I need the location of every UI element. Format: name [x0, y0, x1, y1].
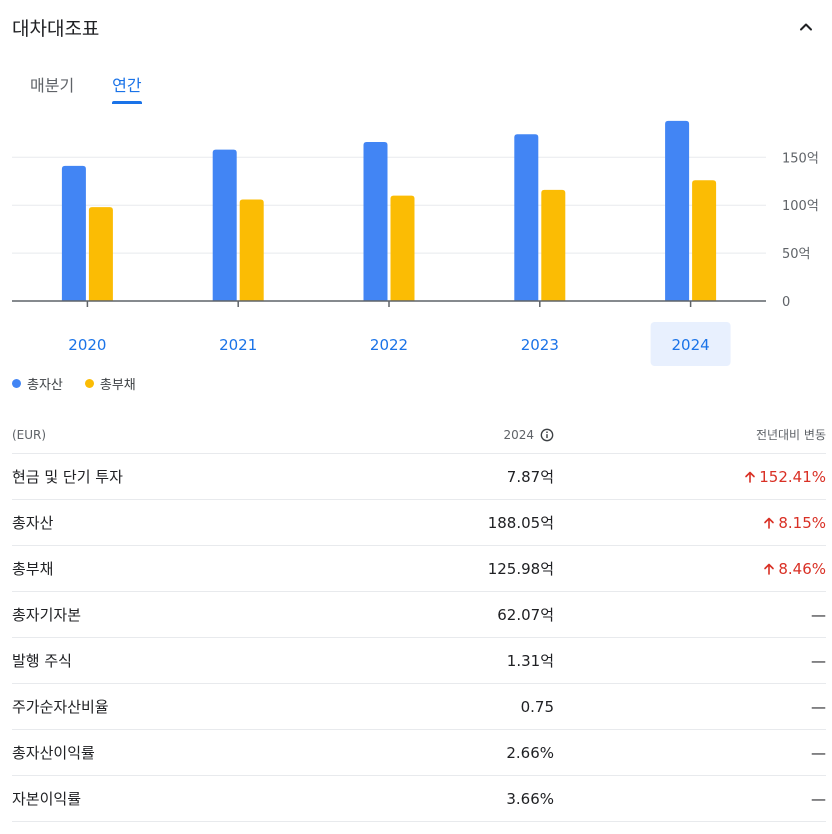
row-label: 총자산이익률	[12, 744, 95, 762]
row-change: —	[554, 652, 826, 670]
currency-header: (EUR)	[12, 427, 47, 442]
change-header: 전년대비 변동	[755, 428, 826, 442]
x-tick-label-2021[interactable]: 2021	[219, 336, 257, 354]
row-change-value: 152.41%	[759, 467, 826, 486]
row-label: 자본이익률	[12, 790, 82, 808]
bar-total-liabilities[interactable]	[541, 189, 566, 301]
table-row: 총자산이익률 2.66% —	[12, 730, 826, 776]
row-label: 총부채	[12, 560, 54, 578]
row-value: 62.07억	[497, 606, 554, 624]
arrow-up-icon	[764, 517, 775, 529]
collapse-button[interactable]	[792, 13, 820, 41]
x-tick-label-2023[interactable]: 2023	[521, 336, 559, 354]
row-label: 총자기자본	[12, 606, 82, 624]
row-change: 8.15%	[554, 514, 826, 532]
row-change-value: —	[811, 743, 826, 762]
row-change: —	[554, 790, 826, 808]
bar-total-assets[interactable]	[514, 134, 539, 301]
row-change: 152.41%	[554, 468, 826, 486]
bar-total-liabilities[interactable]	[390, 195, 415, 301]
legend-item-total-assets: 총자산	[12, 374, 63, 393]
section-header: 대차대조표	[12, 12, 820, 42]
table-row: 총자기자본 62.07억 —	[12, 592, 826, 638]
row-label: 주가순자산비율	[12, 698, 109, 716]
y-tick-label: 100억	[782, 199, 819, 214]
legend-dot-total-liabilities	[84, 379, 94, 388]
bar-total-liabilities[interactable]	[692, 180, 717, 301]
table-body: 현금 및 단기 투자 7.87억 152.41% 총자산 188.05억 8.15% 총부채…	[12, 454, 826, 822]
row-change-value: 8.46%	[778, 559, 826, 578]
table-row: 자본이익률 3.66% —	[12, 776, 826, 822]
chart-legend: 총자산 총부채	[12, 374, 136, 393]
row-change: 8.46%	[554, 560, 826, 578]
bar-total-liabilities[interactable]	[239, 199, 264, 301]
bar-total-liabilities[interactable]	[88, 207, 113, 301]
bar-total-assets[interactable]	[212, 149, 237, 301]
table-row: 총자산 188.05억 8.15%	[12, 500, 826, 546]
row-label: 현금 및 단기 투자	[12, 468, 123, 486]
row-value: 0.75	[520, 697, 554, 716]
row-value: 125.98억	[487, 560, 554, 578]
y-tick-label: 50억	[782, 247, 811, 262]
tab-quarterly[interactable]: 매분기	[30, 76, 75, 95]
y-tick-label: 150억	[782, 151, 819, 166]
legend-label-total-assets: 총자산	[27, 378, 63, 393]
table-row: 현금 및 단기 투자 7.87억 152.41%	[12, 454, 826, 500]
financials-table: (EUR) 2024 전년대비 변동 현금 및 단기 투자 7.87억 152.41…	[12, 416, 826, 822]
row-change-value: —	[811, 605, 826, 624]
info-icon[interactable]	[540, 428, 554, 442]
arrow-up-icon	[764, 563, 775, 575]
row-change-value: —	[811, 651, 826, 670]
row-label: 발행 주식	[12, 652, 72, 670]
x-tick-label-2020[interactable]: 2020	[68, 336, 106, 354]
legend-dot-total-assets	[12, 379, 21, 388]
row-change: —	[554, 744, 826, 762]
row-value: 1.31억	[506, 652, 554, 670]
row-change-value: 8.15%	[778, 513, 826, 532]
tab-annual[interactable]: 연간	[112, 68, 143, 104]
year-header: 2024	[382, 428, 554, 442]
balance-sheet-chart: 0 50억 100억 150억 2020 2021 2022 2023 2024	[12, 120, 819, 366]
legend-item-total-liabilities: 총부채	[84, 374, 136, 393]
row-change: —	[554, 606, 826, 624]
x-tick-label-2022[interactable]: 2022	[370, 336, 408, 354]
table-header-row: (EUR) 2024 전년대비 변동	[12, 416, 826, 454]
period-tabs: 매분기 연간	[30, 68, 143, 108]
table-row: 주가순자산비율 0.75 —	[12, 684, 826, 730]
row-change-value: —	[811, 789, 826, 808]
y-tick-label: 0	[782, 295, 790, 310]
row-value: 188.05억	[487, 514, 554, 532]
row-change: —	[554, 698, 826, 716]
row-value: 3.66%	[506, 789, 554, 808]
row-value: 7.87억	[506, 468, 554, 486]
bar-total-assets[interactable]	[61, 165, 86, 301]
year-header-label: 2024	[503, 427, 534, 442]
bar-total-assets[interactable]	[363, 141, 388, 301]
legend-label-total-liabilities: 총부채	[99, 378, 136, 393]
bar-total-assets[interactable]	[665, 120, 690, 301]
chevron-up-icon	[800, 23, 812, 31]
row-change-value: —	[811, 697, 826, 716]
section-title: 대차대조표	[12, 17, 100, 40]
row-label: 총자산	[12, 514, 54, 532]
selected-year-highlight	[650, 322, 731, 366]
row-value: 2.66%	[506, 743, 554, 762]
x-tick-label-2024[interactable]: 2024	[672, 336, 710, 354]
table-row: 발행 주식 1.31억 —	[12, 638, 826, 684]
table-row: 총부채 125.98억 8.46%	[12, 546, 826, 592]
arrow-up-icon	[745, 471, 756, 483]
